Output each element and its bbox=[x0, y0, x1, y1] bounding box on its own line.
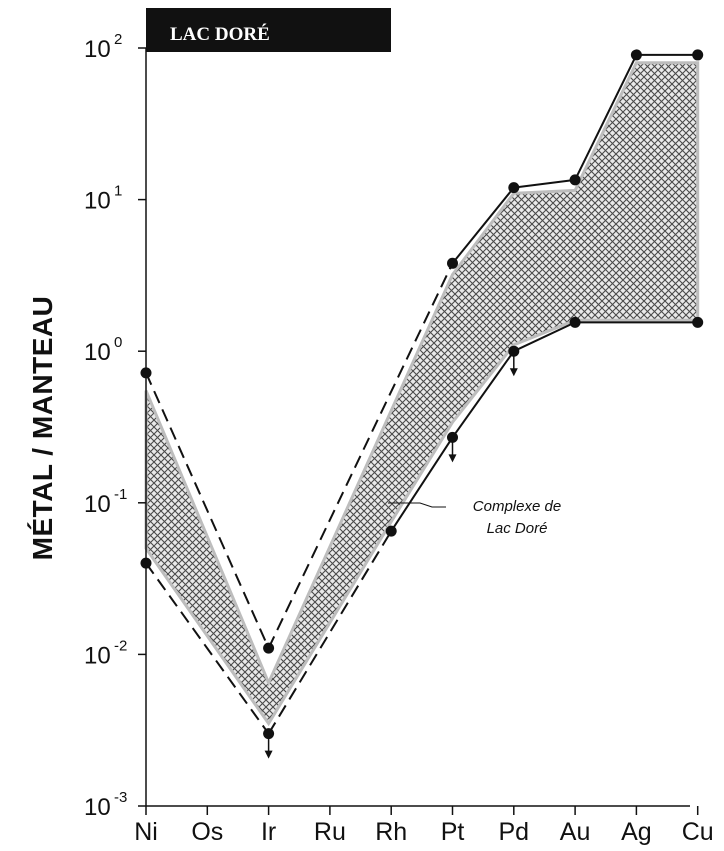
y-tick-label: 10 bbox=[84, 491, 111, 518]
upper-series-segment bbox=[267, 262, 454, 649]
x-tick-label-pt: Pt bbox=[441, 818, 465, 846]
y-tick-exponent: 0 bbox=[114, 334, 122, 351]
lower-point-au bbox=[569, 316, 581, 328]
y-tick-exponent: -3 bbox=[114, 789, 127, 806]
upper-series-segment bbox=[451, 186, 515, 264]
y-tick-label: 10 bbox=[84, 339, 111, 366]
annotation-line-1: Complexe de bbox=[473, 498, 561, 515]
x-tick-label-os: Os bbox=[191, 818, 223, 846]
y-axis-label: MÉTAL / MANTEAU bbox=[27, 296, 58, 561]
upper-point-ni bbox=[140, 367, 152, 379]
x-axis-ticks: Ni Os Ir Ru Rh Pt Pd Au Ag Cu bbox=[134, 806, 714, 846]
lower-series-segment bbox=[390, 436, 454, 532]
x-tick-label-rh: Rh bbox=[375, 818, 407, 846]
band-annotation: Complexe de Lac Doré bbox=[388, 498, 561, 537]
lower-point-ni bbox=[140, 557, 152, 569]
upper-point-cu bbox=[692, 49, 704, 61]
y-tick-exponent: 1 bbox=[114, 183, 122, 200]
upper-series-segment bbox=[513, 178, 576, 189]
annotation-line-2: Lac Doré bbox=[487, 520, 548, 537]
x-tick-label-au: Au bbox=[560, 818, 591, 846]
x-tick-label-ru: Ru bbox=[314, 818, 346, 846]
upper-point-ag bbox=[630, 49, 642, 61]
series-group bbox=[140, 49, 704, 759]
lower-point-cu bbox=[692, 316, 704, 328]
lower-point-rh bbox=[385, 525, 397, 537]
upper-point-au bbox=[569, 174, 581, 186]
lower-point-ir bbox=[263, 728, 275, 740]
y-tick-label: 10 bbox=[84, 188, 111, 215]
lower-point-pt bbox=[447, 431, 458, 443]
lower-series-segment bbox=[451, 350, 515, 438]
lower-point-pd bbox=[508, 345, 520, 357]
upper-limit-arrowhead bbox=[509, 368, 518, 377]
y-tick-label: 10 bbox=[84, 642, 111, 669]
x-tick-label-pd: Pd bbox=[499, 818, 530, 846]
x-tick-label-ir: Ir bbox=[261, 818, 276, 846]
lac-dore-complex-band bbox=[144, 61, 700, 727]
lower-series-segment bbox=[513, 321, 576, 353]
y-tick-exponent: -2 bbox=[114, 637, 127, 654]
chart-title: LAC DORÉ bbox=[170, 23, 270, 45]
chart-title-box: LAC DORÉ bbox=[146, 8, 391, 52]
y-tick-exponent: -1 bbox=[114, 486, 127, 503]
y-tick-label: 10 bbox=[84, 794, 111, 821]
upper-limit-arrowhead bbox=[448, 454, 457, 463]
upper-point-ir bbox=[263, 642, 275, 654]
title-background bbox=[146, 8, 391, 52]
y-tick-label: 10 bbox=[84, 36, 111, 63]
upper-series-segment bbox=[145, 372, 270, 649]
x-tick-label-cu: Cu bbox=[682, 818, 714, 846]
upper-point-pt bbox=[447, 257, 458, 269]
upper-series-segment bbox=[574, 54, 638, 181]
x-tick-label-ag: Ag bbox=[621, 818, 652, 846]
upper-limit-arrowhead bbox=[264, 750, 273, 759]
upper-point-pd bbox=[508, 182, 520, 194]
lower-series-segment bbox=[145, 562, 270, 735]
x-tick-label-ni: Ni bbox=[134, 818, 158, 846]
y-tick-exponent: 2 bbox=[114, 31, 122, 48]
annotation-leader-line bbox=[388, 502, 446, 508]
